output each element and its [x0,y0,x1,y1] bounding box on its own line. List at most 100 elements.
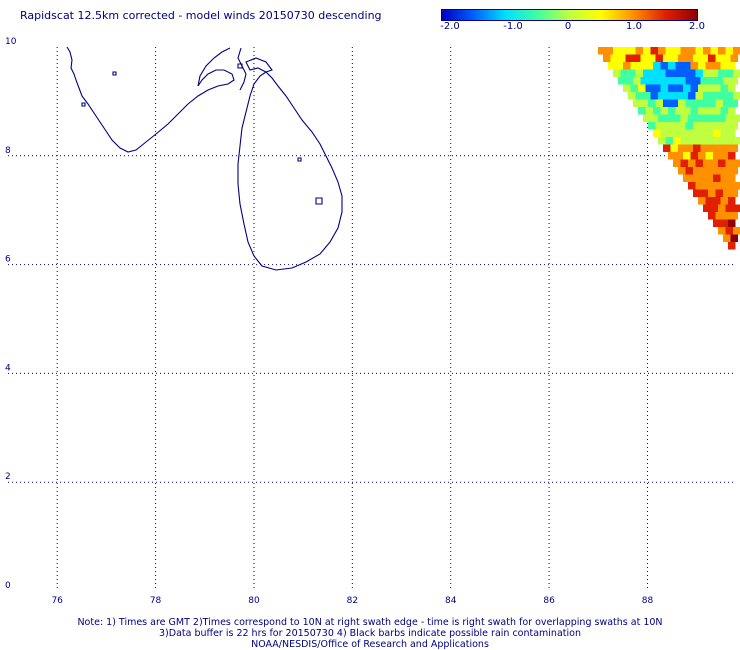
swath-cell [678,99,686,107]
swath-cells [598,47,740,250]
swath-cell [683,84,691,92]
swath-cell [648,77,656,85]
swath-cell [608,62,616,70]
swath-cell [718,137,726,145]
swath-cell [730,189,738,197]
swath-cell [680,92,688,100]
swath-cell [658,137,666,145]
swath-cell [685,99,693,107]
swath-cell [710,47,718,55]
swath-cell [708,54,716,62]
swath-cell [653,62,661,70]
swath-cell [678,144,686,152]
swath-cell [733,137,740,145]
swath-cell [675,62,683,70]
swath-cell [715,54,723,62]
swath-cell [695,114,703,122]
swath-cell [723,144,731,152]
swath-cell [668,152,676,160]
swath-cell [603,54,611,62]
lon-label: 84 [445,596,457,606]
swath-cell [648,54,656,62]
swath-cell [695,92,703,100]
note-line-3: NOAA/NESDIS/Office of Research and Appli… [251,639,489,650]
swath-cell [673,159,681,167]
swath-cell [663,144,671,152]
swath-cell [718,159,726,167]
swath-cell [705,107,713,115]
swath-cell [625,54,633,62]
swath-cell [703,92,711,100]
swath-cell [675,129,683,137]
swath-cell [640,54,648,62]
lon-label: 76 [51,596,63,606]
swath-cell [630,62,638,70]
swath-cell [700,122,708,130]
swath-cell [633,99,641,107]
swath-cell [710,137,718,145]
lon-label: 78 [150,596,162,606]
footer-notes: Note: 1) Times are GMT 2)Times correspon… [0,617,740,650]
swath-cell [713,62,721,70]
swath-cell [688,47,696,55]
swath-cell [685,144,693,152]
swath-cell [720,84,728,92]
swath-cell [658,47,666,55]
swath-cell [633,54,641,62]
island-2 [81,102,86,107]
swath-cell [660,62,668,70]
swath-cell [665,69,673,77]
swath-cell [690,107,698,115]
swath-cell [705,62,713,70]
swath-cell [625,77,633,85]
swath-cell [658,114,666,122]
swath-cell [678,54,686,62]
jaffna-peninsula [245,57,273,73]
swath-cell [708,212,716,220]
colorbar-label: -1.0 [503,21,523,32]
lat-label: 4 [5,363,11,373]
swath-cell [710,182,718,190]
swath-cell [680,47,688,55]
swath-cell [668,129,676,137]
swath-cell [715,77,723,85]
swath-cell [723,54,731,62]
swath-cell [695,137,703,145]
swath-cell [693,122,701,130]
swath-cell [663,54,671,62]
swath-cell [710,204,718,212]
swath-cell [705,174,713,182]
swath-cell [700,77,708,85]
swath-cell [693,54,701,62]
swath-cell [733,47,740,55]
swath-cell [680,114,688,122]
note-line-2: 3)Data buffer is 22 hrs for 20150730 4) … [159,628,581,639]
swath-cell [725,182,733,190]
swath-cell [700,99,708,107]
swath-cell [655,54,663,62]
swath-cell [708,77,716,85]
swath-cell [733,69,740,77]
swath-cell [673,47,681,55]
swath-cell [728,219,736,227]
island-5 [237,63,243,69]
swath-cell [725,92,733,100]
swath-cell [725,47,733,55]
swath-cell [643,47,651,55]
swath-cell [670,144,678,152]
swath-cell [638,84,646,92]
swath-cell [598,47,606,55]
swath-cell [610,54,618,62]
swath-cell [720,129,728,137]
swath-cell [670,122,678,130]
swath-cell [683,107,691,115]
swath-cell [675,84,683,92]
swath-cell [628,92,636,100]
swath-cell [698,174,706,182]
swath-cell [715,144,723,152]
swath-cell [688,159,696,167]
swath-cell [708,189,716,197]
india-coastline-east [237,47,247,91]
swath-cell [705,84,713,92]
swath-cell [728,152,736,160]
